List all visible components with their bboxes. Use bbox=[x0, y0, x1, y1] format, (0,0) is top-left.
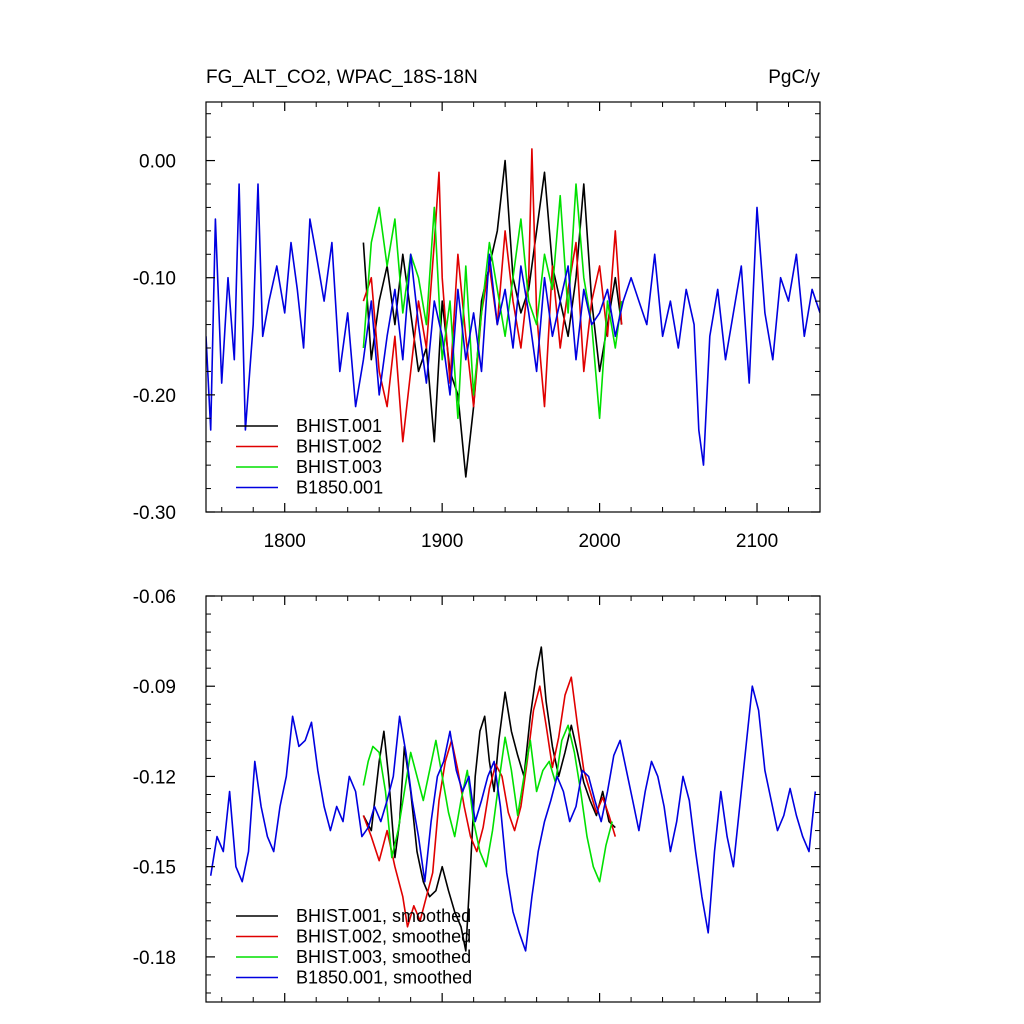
bottom-y-tick-label: -0.15 bbox=[133, 858, 176, 879]
top-series-b1850-001-line bbox=[206, 183, 820, 466]
top-axes: 1800 1900 2000 2100 -0.30 -0.20 -0.10 0.00 bbox=[133, 101, 821, 552]
bottom-legend-label: BHIST.003, smoothed bbox=[296, 947, 471, 967]
top-plot-frame bbox=[205, 101, 821, 513]
bottom-series-bhist-003-line bbox=[362, 724, 613, 883]
top-chart-units: PgC/y bbox=[768, 67, 820, 88]
top-x-tick-label: 1800 bbox=[264, 531, 306, 552]
bottom-axes: -0.18 -0.15 -0.12 -0.09 -0.06 bbox=[133, 587, 821, 1003]
top-series-group bbox=[206, 148, 820, 478]
bottom-panel: -0.18 -0.15 -0.12 -0.09 -0.06 BHIST.001, smo… bbox=[133, 587, 821, 1003]
bottom-legend-label: BHIST.001, smoothed bbox=[296, 906, 471, 926]
bottom-series-bhist-002-line bbox=[362, 676, 617, 928]
bottom-legend-label: B1850.001, smoothed bbox=[296, 968, 472, 988]
top-x-tick-label: 1900 bbox=[421, 531, 463, 552]
bottom-plot-frame bbox=[205, 595, 821, 1003]
top-y-tick-label: 0.00 bbox=[139, 152, 176, 173]
top-legend-label: B1850.001 bbox=[296, 478, 383, 498]
bottom-series-b1850-001-line bbox=[209, 685, 817, 952]
bottom-y-tick-label: -0.18 bbox=[133, 948, 176, 969]
top-x-tick-label: 2000 bbox=[578, 531, 620, 552]
top-chart-title: FG_ALT_CO2, WPAC_18S-18N bbox=[206, 67, 478, 88]
bottom-legend-label: BHIST.002, smoothed bbox=[296, 927, 471, 947]
bottom-y-tick-label: -0.06 bbox=[133, 587, 176, 608]
top-legend-label: BHIST.002 bbox=[296, 437, 382, 457]
bottom-y-tick-label: -0.12 bbox=[133, 767, 176, 788]
bottom-y-tick-label: -0.09 bbox=[133, 677, 176, 698]
top-legend-label: BHIST.001 bbox=[296, 416, 382, 436]
top-y-tick-label: -0.10 bbox=[133, 269, 176, 290]
top-y-tick-label: -0.30 bbox=[133, 503, 176, 524]
top-legend-label: BHIST.003 bbox=[296, 457, 382, 477]
top-panel: FG_ALT_CO2, WPAC_18S-18N PgC/y 1800 1900 2… bbox=[133, 67, 821, 552]
bottom-series-group bbox=[209, 646, 817, 952]
top-y-tick-label: -0.20 bbox=[133, 386, 176, 407]
top-series-bhist-003-line bbox=[362, 183, 623, 420]
top-x-tick-label: 2100 bbox=[736, 531, 778, 552]
